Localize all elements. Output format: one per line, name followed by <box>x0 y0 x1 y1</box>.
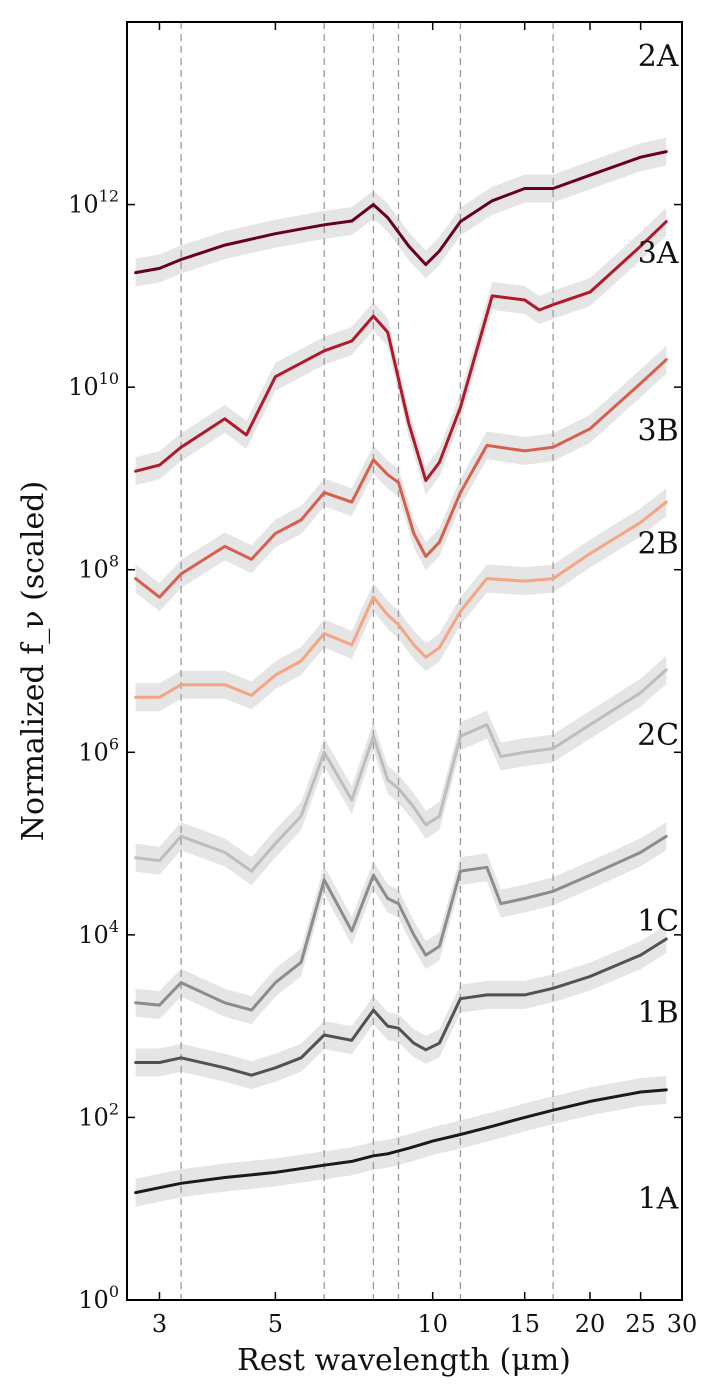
x-tick-label: 30 <box>667 1310 698 1338</box>
x-tick-label: 10 <box>417 1310 448 1338</box>
band-2B <box>135 488 667 712</box>
series-line-2A <box>134 150 668 275</box>
y-tick-label: 100 <box>78 1282 119 1314</box>
x-tick-label: 15 <box>509 1310 540 1338</box>
uncertainty-bands <box>135 137 667 1207</box>
series-line-1B <box>134 937 668 1077</box>
x-tick-label: 25 <box>625 1310 656 1338</box>
plot-frame <box>126 21 683 1301</box>
band-2A <box>135 137 667 287</box>
series-line-3A <box>134 220 668 482</box>
series-label-1B: 1B <box>638 995 679 1030</box>
series-line-1A <box>134 1088 668 1195</box>
series-line-1C <box>134 834 668 1012</box>
y-tick-label: 102 <box>78 1099 119 1131</box>
series-label-3B: 3B <box>638 414 679 449</box>
y-tick-label: 1012 <box>68 187 119 219</box>
series-labels: 2A 3A 3B 2B 2C 1C 1B 1A <box>637 39 679 1217</box>
y-tick-label: 106 <box>78 734 119 766</box>
reference-lines <box>180 22 554 1300</box>
band-3B <box>135 345 667 612</box>
series-label-2B: 2B <box>638 527 679 562</box>
x-axis-ticks: 3 5 10 15 20 25 30 <box>152 22 697 1338</box>
series-label-1A: 1A <box>638 1182 679 1217</box>
series-label-2C: 2C <box>637 718 679 753</box>
x-tick-label: 20 <box>575 1310 606 1338</box>
series-line-2B <box>134 500 668 699</box>
series-line-2C <box>134 668 668 873</box>
series-label-3A: 3A <box>638 236 679 271</box>
series-label-2A: 2A <box>638 39 679 74</box>
band-1A <box>135 1075 667 1207</box>
x-tick-label: 3 <box>152 1310 167 1338</box>
series-label-1C: 1C <box>637 904 679 939</box>
y-axis-label: Normalized f_ν (scaled) <box>16 481 51 841</box>
series-lines <box>134 150 668 1195</box>
y-tick-label: 104 <box>78 917 119 949</box>
x-tick-label: 5 <box>268 1310 283 1338</box>
y-axis-ticks: 100 102 104 106 108 1010 1012 <box>68 187 682 1314</box>
y-tick-label: 108 <box>78 552 119 584</box>
band-1B <box>135 925 667 1090</box>
y-tick-label: 1010 <box>68 369 119 401</box>
series-line-3B <box>134 358 668 599</box>
x-axis-label: Rest wavelength (μm) <box>237 1343 571 1378</box>
